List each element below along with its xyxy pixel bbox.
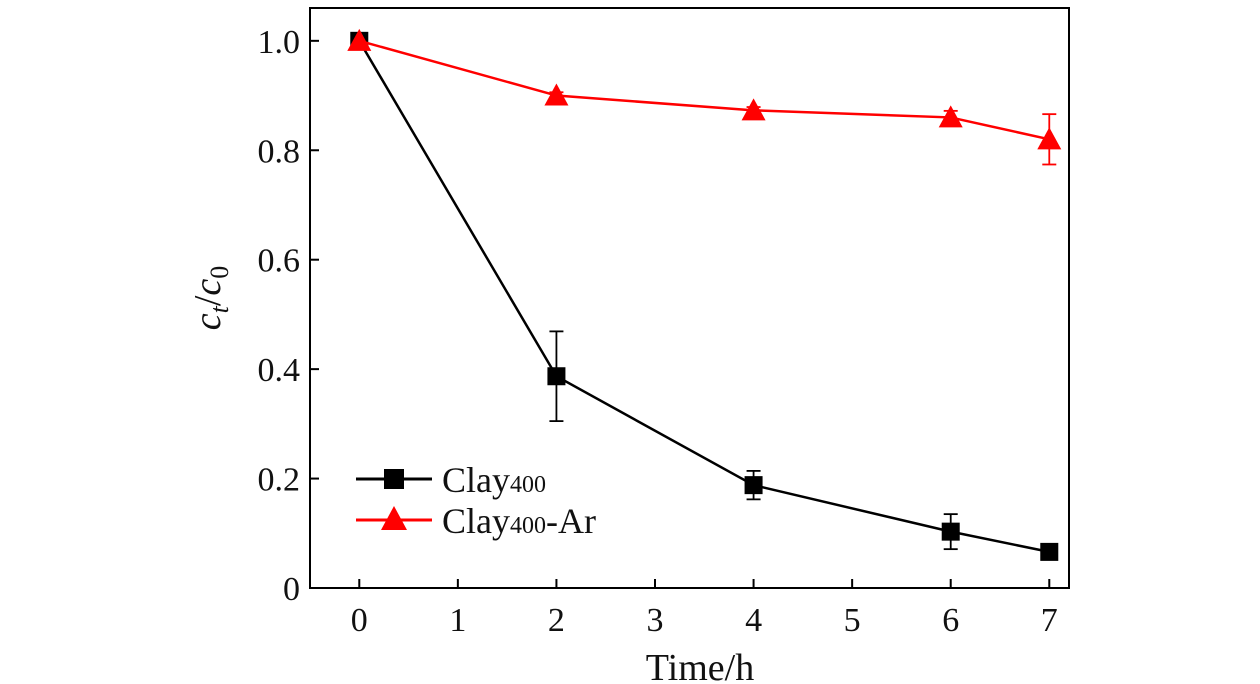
y-tick-label: 1.0 bbox=[258, 24, 301, 61]
data-point bbox=[544, 83, 569, 106]
x-tick-label: 4 bbox=[745, 602, 762, 639]
x-tick-label: 0 bbox=[351, 602, 368, 639]
legend-label-clay400-ar: Clay400-Ar bbox=[442, 501, 596, 541]
legend: Clay400 Clay400-Ar bbox=[356, 460, 596, 541]
x-tick-label: 7 bbox=[1041, 602, 1058, 639]
series-clay400-ar bbox=[347, 28, 1062, 166]
legend-marker-clay400 bbox=[384, 469, 404, 489]
x-axis-title: Time/h bbox=[646, 647, 754, 684]
y-tick-label: 0.6 bbox=[258, 243, 301, 280]
legend-marker-clay400-ar bbox=[381, 506, 407, 530]
data-point bbox=[347, 28, 372, 51]
series-clay400 bbox=[350, 31, 1059, 561]
y-tick-label: 0.8 bbox=[258, 133, 301, 170]
data-point bbox=[941, 522, 960, 541]
data-point bbox=[1040, 542, 1059, 561]
x-tick-label: 1 bbox=[449, 602, 466, 639]
x-tick-label: 6 bbox=[942, 602, 959, 639]
y-tick-label: 0.2 bbox=[258, 462, 301, 499]
data-point bbox=[741, 98, 766, 121]
data-point bbox=[547, 367, 566, 386]
y-tick-label: 0 bbox=[283, 571, 300, 608]
x-tick-label: 5 bbox=[844, 602, 861, 639]
y-axis-title: ct/c0 bbox=[187, 266, 234, 331]
ticks: 0 1 2 3 4 5 6 7 0 0.2 0.4 0.6 0.8 1.0 bbox=[258, 24, 1058, 639]
y-tick-label: 0.4 bbox=[258, 352, 301, 389]
x-tick-label: 3 bbox=[647, 602, 664, 639]
data-point bbox=[938, 105, 963, 128]
data-point bbox=[744, 476, 763, 495]
legend-entry-clay400: Clay400 bbox=[356, 460, 546, 500]
x-tick-label: 2 bbox=[548, 602, 565, 639]
data-point bbox=[1037, 127, 1062, 150]
legend-entry-clay400-ar: Clay400-Ar bbox=[356, 501, 596, 541]
legend-label-clay400: Clay400 bbox=[442, 460, 546, 500]
plot-area-frame bbox=[309, 7, 1070, 589]
series-layer bbox=[347, 28, 1062, 561]
